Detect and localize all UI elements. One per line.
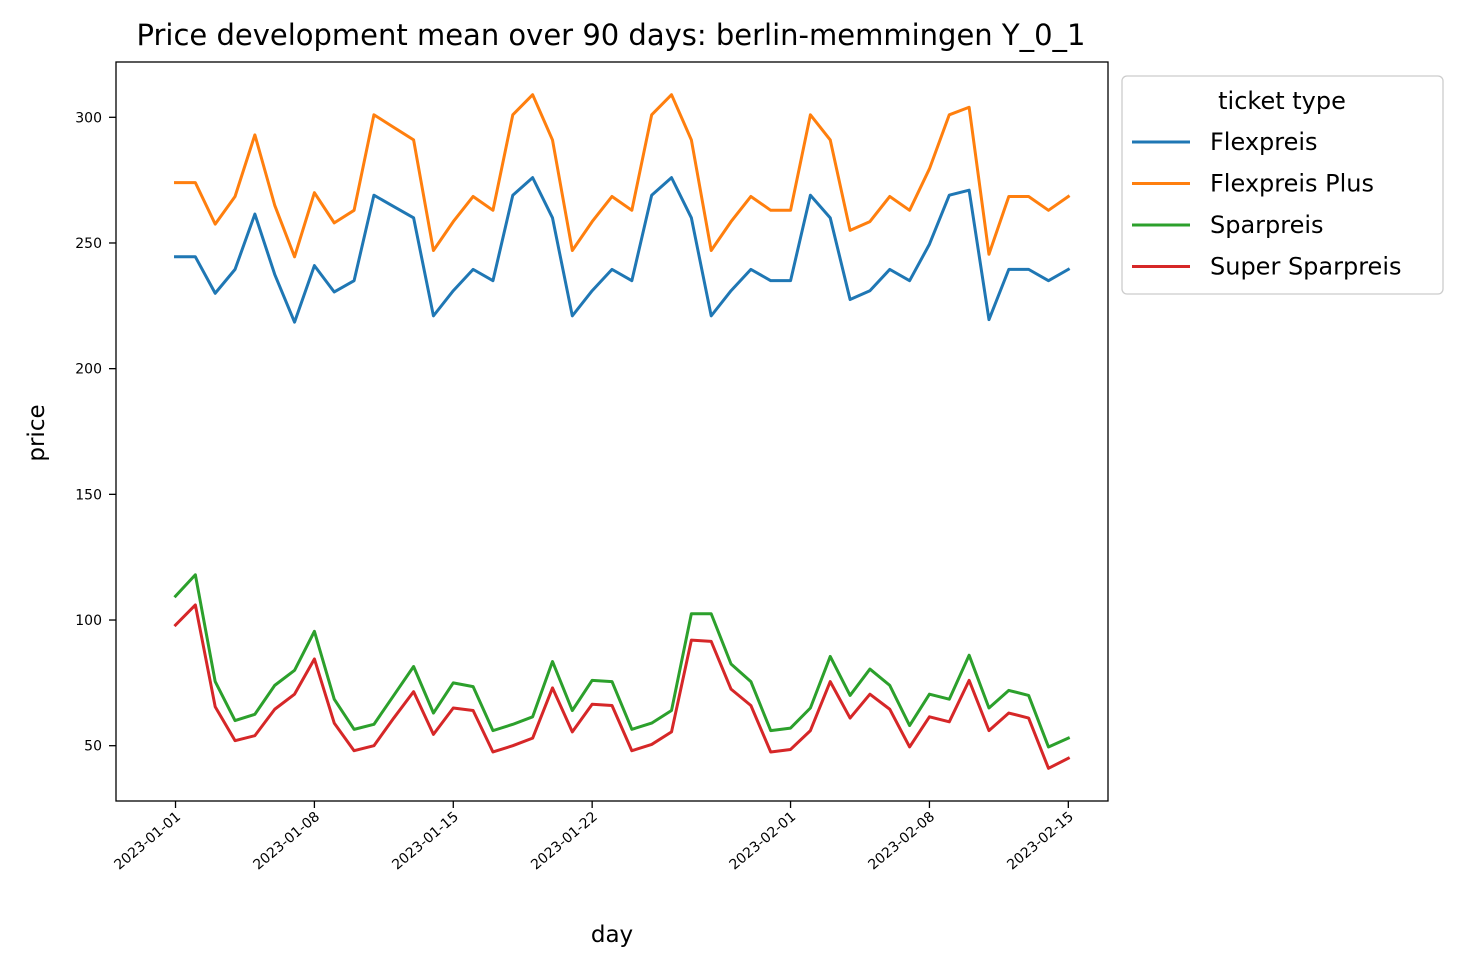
series-line-flexpreis-plus bbox=[174, 93, 1071, 259]
legend-box bbox=[1121, 75, 1444, 295]
x-tick-label: 2023-02-08 bbox=[865, 809, 938, 874]
plot-area bbox=[173, 93, 1071, 770]
y-axis-label: price bbox=[24, 404, 50, 461]
legend-label: Flexpreis bbox=[1210, 128, 1318, 156]
y-tick-label: 300 bbox=[75, 110, 102, 126]
legend-label: Sparpreis bbox=[1210, 211, 1324, 239]
x-axis: 2023-01-01 2023-01-08 2023-01-15 2023-01-22… bbox=[111, 801, 1077, 874]
legend-label: Super Sparpreis bbox=[1210, 253, 1402, 281]
y-tick-label: 150 bbox=[75, 487, 102, 503]
chart-title: Price development mean over 90 days: ber… bbox=[136, 18, 1085, 52]
x-tick-label: 2023-02-01 bbox=[727, 809, 800, 874]
legend-title: ticket type bbox=[1218, 87, 1346, 115]
legend-label: Flexpreis Plus bbox=[1210, 170, 1374, 198]
x-tick-label: 2023-01-15 bbox=[389, 809, 462, 874]
series-line-super-sparpreis bbox=[173, 603, 1071, 770]
plot-frame bbox=[115, 61, 1109, 802]
x-tick-label: 2023-01-08 bbox=[250, 809, 323, 874]
legend: ticket type Flexpreis Flexpreis Plus Sparp… bbox=[1121, 75, 1444, 295]
x-tick-label: 2023-02-15 bbox=[1004, 809, 1077, 874]
x-tick-label: 2023-01-22 bbox=[528, 809, 601, 874]
y-tick-label: 100 bbox=[75, 613, 102, 629]
y-axis: 50 100 150 200 250 300 bbox=[75, 110, 116, 755]
series-line-flexpreis bbox=[174, 176, 1071, 324]
series-line-sparpreis bbox=[173, 573, 1071, 749]
x-tick-label: 2023-01-01 bbox=[111, 809, 184, 874]
y-tick-label: 250 bbox=[75, 236, 102, 252]
x-axis-label: day bbox=[591, 922, 633, 948]
y-tick-label: 200 bbox=[75, 362, 102, 378]
y-tick-label: 50 bbox=[84, 739, 102, 755]
